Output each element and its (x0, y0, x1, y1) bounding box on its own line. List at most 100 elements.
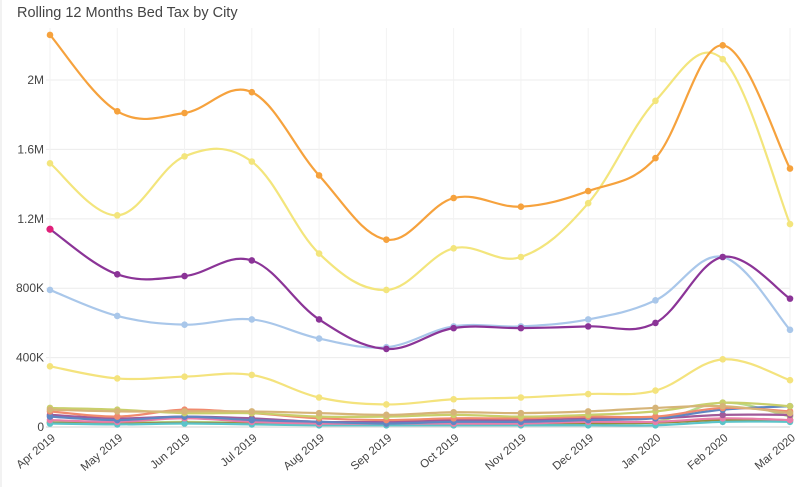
data-point (450, 324, 457, 332)
x-tick-label: Jul 2019 (219, 432, 260, 469)
data-point (584, 199, 592, 207)
data-point (46, 31, 54, 39)
x-tick-label: Jun 2019 (149, 432, 193, 472)
data-point (652, 97, 659, 105)
x-tick-label: Dec 2019 (551, 432, 596, 473)
series-line (48, 228, 792, 351)
data-point (181, 408, 188, 415)
data-point (450, 408, 457, 416)
series-line (48, 420, 792, 427)
data-point (113, 408, 121, 415)
data-point (113, 212, 121, 219)
data-point (248, 408, 256, 415)
data-point (315, 316, 323, 323)
data-point (315, 172, 323, 179)
data-point (652, 154, 659, 162)
data-point-highlight (46, 225, 54, 233)
x-tick-label: Sep 2019 (349, 432, 394, 473)
data-point (315, 335, 323, 342)
data-point (652, 297, 659, 304)
data-point (517, 394, 525, 401)
data-point (248, 416, 256, 424)
series-line (48, 406, 792, 422)
series-line (48, 404, 792, 416)
data-point (584, 390, 592, 398)
data-point (786, 402, 794, 410)
series-line (48, 405, 792, 425)
data-point (786, 376, 794, 384)
data-point (786, 165, 794, 172)
data-point (584, 187, 592, 195)
data-point (315, 409, 323, 417)
y-tick-label: 1.6M (17, 142, 44, 156)
data-point (383, 236, 390, 243)
data-point (181, 321, 188, 328)
x-tick-label: Aug 2019 (282, 432, 327, 473)
data-point (652, 404, 659, 412)
data-point (113, 375, 121, 382)
data-point (719, 55, 727, 63)
data-point (46, 362, 54, 370)
data-point (113, 107, 121, 115)
data-point (113, 413, 121, 420)
data-point (315, 250, 323, 257)
y-tick-label: 0 (37, 420, 44, 434)
data-point (719, 253, 727, 261)
data-point (786, 220, 794, 228)
data-point (652, 413, 659, 420)
data-point (652, 319, 659, 327)
data-point (584, 323, 592, 330)
data-point (517, 409, 525, 417)
data-point (517, 324, 525, 332)
x-tick-label: Oct 2019 (418, 432, 461, 471)
data-point (248, 371, 256, 379)
data-point (719, 42, 727, 49)
series-line (48, 51, 792, 292)
series-line (48, 401, 792, 419)
data-point (46, 160, 54, 167)
data-point (113, 271, 121, 278)
data-point (46, 413, 54, 420)
data-point (315, 394, 323, 401)
data-point (383, 345, 390, 353)
x-tick-label: Feb 2020 (686, 432, 731, 472)
x-tick-label: May 2019 (79, 432, 125, 474)
y-tick-label: 1.2M (17, 212, 44, 226)
data-point (719, 356, 727, 363)
data-point (248, 257, 256, 264)
data-point (652, 387, 659, 394)
data-point (517, 203, 525, 210)
data-point (450, 245, 457, 252)
data-point (383, 401, 390, 408)
y-tick-label: 800K (16, 281, 44, 295)
data-point (786, 326, 794, 334)
data-point (248, 158, 256, 165)
y-tick-label: 2M (27, 73, 44, 87)
data-point (113, 312, 121, 320)
data-point (786, 295, 794, 302)
data-point (450, 395, 457, 403)
x-tick-label: Jan 2020 (619, 432, 663, 472)
data-point (383, 411, 390, 419)
data-point (248, 316, 256, 323)
y-tick-label: 400K (16, 351, 44, 365)
series-line (48, 358, 792, 406)
x-tick-label: Nov 2019 (483, 432, 528, 473)
chart-title: Rolling 12 Months Bed Tax by City (17, 5, 238, 21)
data-point (517, 253, 525, 261)
data-point (383, 286, 390, 294)
data-point (786, 409, 794, 417)
data-point (584, 316, 592, 323)
data-point (46, 286, 54, 294)
data-point (181, 272, 188, 280)
data-point (786, 416, 794, 424)
x-tick-label: Mar 2020 (753, 432, 798, 472)
x-tick-label: Apr 2019 (14, 432, 57, 471)
data-point (584, 408, 592, 415)
data-point (181, 420, 188, 427)
data-point (719, 411, 727, 419)
series-line (48, 33, 792, 241)
data-point (46, 406, 54, 413)
data-point (181, 373, 188, 380)
